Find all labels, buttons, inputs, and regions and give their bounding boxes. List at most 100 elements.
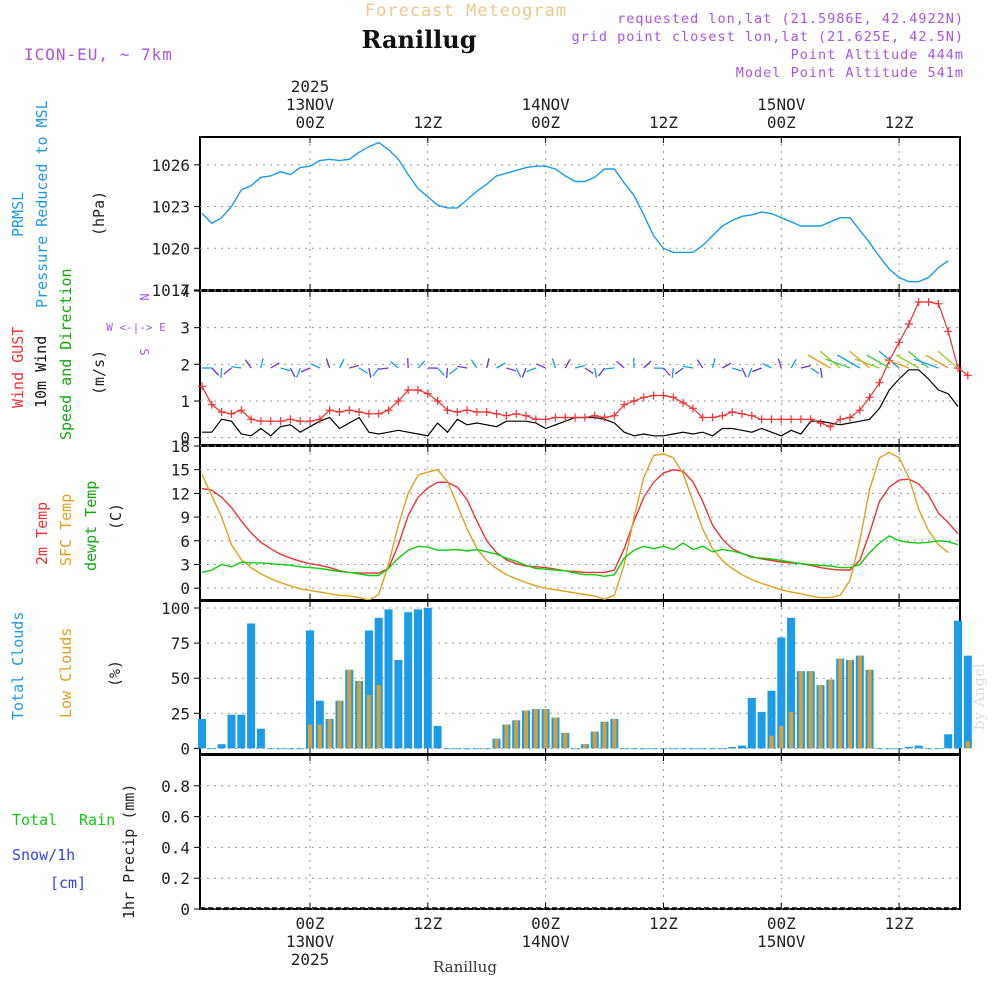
total-cloud-bar bbox=[463, 748, 472, 750]
total-cloud-bar bbox=[895, 748, 904, 750]
gust-marker bbox=[286, 415, 295, 424]
model-label: ICON-EU, ~ 7km bbox=[24, 45, 173, 64]
gust-marker bbox=[944, 327, 953, 336]
total-cloud-bar bbox=[688, 748, 697, 750]
wind-direction-arrow bbox=[807, 354, 831, 369]
wind-direction-arrow bbox=[358, 367, 368, 374]
panel-frame bbox=[199, 290, 961, 446]
bottom-axis-label: 14NOV bbox=[522, 932, 571, 951]
total-cloud-bar bbox=[394, 660, 403, 749]
gust-marker bbox=[747, 411, 756, 420]
wind-direction-arrow bbox=[211, 367, 220, 376]
panel-label: 10m Wind bbox=[32, 336, 50, 408]
gust-marker bbox=[875, 378, 884, 387]
wind-direction-arrow bbox=[825, 358, 851, 369]
gust-marker bbox=[669, 393, 678, 402]
total-cloud-bar bbox=[914, 745, 923, 749]
wind-direction-arrow bbox=[338, 358, 345, 369]
wind-direction-arrow bbox=[584, 367, 594, 374]
total-cloud-bar bbox=[256, 728, 265, 749]
wind-direction-arrow bbox=[866, 354, 890, 369]
wind-direction-arrow bbox=[368, 367, 372, 378]
panel-label: Speed and Direction bbox=[57, 268, 75, 440]
wind-direction-arrow bbox=[884, 358, 910, 369]
gridpoint-coords: grid point closest lon,lat (21.625E, 42.… bbox=[572, 29, 965, 45]
total-cloud-bar bbox=[669, 748, 678, 750]
footer-location: Ranillug bbox=[433, 958, 497, 976]
value-tick-label: 100 bbox=[161, 599, 190, 618]
total-cloud-bar bbox=[875, 748, 884, 750]
total-cloud-bar bbox=[571, 748, 580, 750]
total-cloud-bar bbox=[885, 748, 894, 750]
gust-marker bbox=[659, 391, 668, 400]
wind-direction-arrow bbox=[908, 350, 929, 369]
wind-direction-arrow bbox=[711, 358, 716, 369]
panel-label: Wind GUST bbox=[9, 327, 27, 408]
gust-marker bbox=[404, 386, 413, 394]
top-axis-label: 13NOV bbox=[286, 95, 335, 114]
total-cloud-bar bbox=[482, 748, 491, 750]
top-axis-label: 12Z bbox=[885, 113, 914, 132]
low-cloud-bar bbox=[867, 669, 872, 749]
total-cloud-bar bbox=[217, 744, 226, 749]
wind-direction-arrow bbox=[496, 362, 506, 369]
total-cloud-bar bbox=[433, 725, 442, 749]
total-cloud-bar bbox=[630, 748, 638, 750]
total-cloud-bar bbox=[904, 747, 913, 749]
wind-direction-arrow bbox=[551, 358, 557, 369]
gust-marker bbox=[865, 393, 874, 402]
low-cloud-bar bbox=[308, 724, 312, 749]
value-tick-label: 0.2 bbox=[161, 869, 190, 888]
wind-direction-arrow bbox=[325, 358, 331, 369]
wind-direction-arrow bbox=[819, 350, 841, 369]
wind-direction-arrow bbox=[231, 365, 242, 369]
total-cloud-bar bbox=[757, 711, 766, 749]
gust-marker bbox=[924, 298, 933, 306]
wind-direction-arrow bbox=[457, 365, 468, 369]
value-tick-label: 3 bbox=[180, 319, 190, 338]
wind-direction-arrow bbox=[722, 362, 732, 369]
total-cloud-bar bbox=[747, 697, 756, 749]
total-cloud-bar bbox=[276, 748, 285, 750]
gust-marker bbox=[855, 406, 864, 415]
gust-marker bbox=[453, 408, 462, 416]
bottom-axis-label: 12Z bbox=[649, 914, 678, 933]
total-cloud-bar bbox=[777, 637, 786, 749]
requested-coords: requested lon,lat (21.5986E, 42.4922N) bbox=[617, 11, 964, 27]
gust-marker bbox=[217, 408, 226, 416]
gust-marker bbox=[414, 386, 422, 394]
low-cloud-bar bbox=[857, 655, 862, 749]
low-cloud-bar bbox=[769, 735, 774, 749]
panel-1: 0 1 2 3 4 Wind GUST 10m Wind Speed and Directio… bbox=[9, 268, 972, 448]
gust-marker bbox=[895, 338, 904, 347]
low-cloud-bar bbox=[376, 685, 381, 749]
wind-direction-arrow bbox=[448, 367, 458, 375]
gust-marker bbox=[472, 408, 481, 416]
panel-unit: (%) bbox=[106, 660, 124, 687]
total-cloud-bar bbox=[296, 748, 305, 750]
wind-direction-arrow bbox=[790, 358, 797, 369]
low-cloud-bar bbox=[504, 724, 509, 749]
legend-snow-unit: [cm] bbox=[50, 874, 86, 892]
gust-marker bbox=[276, 417, 285, 426]
wind-direction-arrow bbox=[819, 367, 823, 379]
panel-frame bbox=[199, 754, 961, 910]
total-cloud-bar bbox=[364, 630, 373, 749]
gust-marker bbox=[374, 409, 383, 418]
gust-marker bbox=[561, 413, 570, 422]
panel-unit: (hPa) bbox=[90, 191, 108, 236]
value-tick-label: 0 bbox=[180, 739, 190, 758]
gust-marker bbox=[796, 415, 805, 424]
top-axis-label: 00Z bbox=[296, 113, 325, 132]
wind-direction-arrow bbox=[810, 367, 820, 375]
wind-direction-arrow bbox=[937, 350, 959, 369]
gust-marker bbox=[600, 413, 609, 422]
gust-marker bbox=[502, 411, 511, 420]
gust-marker bbox=[512, 409, 521, 418]
value-tick-label: 0.4 bbox=[161, 838, 190, 857]
gust-marker bbox=[728, 408, 737, 416]
wind-direction-arrow bbox=[674, 367, 684, 375]
wind-direction-arrow bbox=[752, 367, 762, 373]
top-axis-label: 12Z bbox=[649, 113, 678, 132]
